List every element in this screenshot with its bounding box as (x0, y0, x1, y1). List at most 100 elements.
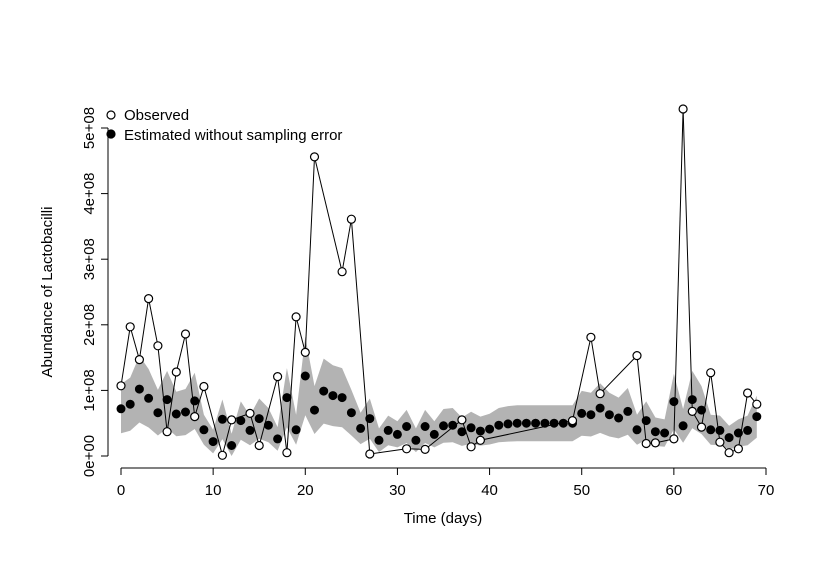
observed-line-segment (277, 376, 288, 453)
observed-point (595, 389, 605, 399)
estimated-point (475, 426, 485, 436)
observed-point (309, 152, 320, 162)
observed-point (586, 332, 596, 342)
observed-line-segment (673, 108, 684, 439)
x-tick-label: 70 (758, 482, 775, 499)
axes-layer: 0 10 20 30 40 50 60 70 0e+00 1e+08 2e+08 3e+08 4e+08… (81, 107, 774, 499)
estimated-point (439, 421, 448, 431)
observed-line-segment (737, 392, 749, 449)
observed-point (300, 347, 310, 357)
observed-line-segment (461, 419, 472, 447)
estimated-point (263, 420, 273, 430)
observed-point (715, 437, 725, 447)
observed-point (641, 438, 651, 449)
estimated-point (291, 425, 301, 435)
observed-line-segment (701, 372, 712, 428)
observed-line-layer (120, 108, 758, 456)
estimated-point (144, 393, 154, 403)
estimated-point (153, 408, 163, 418)
estimated-point (586, 410, 596, 420)
estimated-point (171, 409, 181, 419)
confidence-band-layer (121, 336, 757, 456)
observed-point (144, 294, 154, 304)
y-tick-label: 4e+08 (81, 173, 98, 215)
estimated-point (319, 386, 329, 396)
observed-point (365, 449, 375, 459)
legend-observed-marker (106, 110, 116, 120)
legend: Observed Estimated without sampling erro… (106, 107, 342, 144)
observed-line-segment (175, 333, 186, 373)
estimated-point (429, 429, 439, 439)
observed-point (245, 408, 255, 418)
observed-point (733, 444, 744, 454)
estimated-point (706, 425, 716, 435)
observed-point (650, 438, 661, 448)
observed-point (687, 406, 697, 416)
estimated-point (494, 420, 504, 430)
observed-point (125, 322, 135, 332)
legend-estimated-marker (106, 129, 116, 139)
observed-line-segment (249, 413, 260, 446)
estimated-point (383, 425, 393, 435)
x-tick-label: 0 (117, 482, 125, 499)
estimated-point (678, 421, 688, 431)
estimated-point (632, 425, 642, 435)
observed-point (171, 367, 181, 377)
observed-point (696, 422, 707, 432)
legend-observed-label: Observed (124, 107, 189, 124)
points-layer (116, 104, 762, 460)
estimated-point (531, 418, 541, 428)
observed-line-segment (286, 316, 297, 453)
y-tick-label: 5e+08 (81, 107, 98, 149)
estimated-point (365, 414, 375, 424)
observed-line-segment (369, 448, 407, 455)
estimated-point (457, 427, 467, 437)
estimated-point (503, 419, 513, 429)
observed-point (346, 214, 356, 224)
estimated-point (466, 423, 476, 433)
observed-point (227, 415, 237, 425)
x-tick-label: 50 (573, 482, 590, 499)
observed-point (180, 329, 191, 339)
estimated-point (245, 425, 255, 435)
estimated-point (752, 412, 762, 422)
estimated-point (190, 396, 200, 406)
estimated-point (715, 425, 725, 435)
observed-point (706, 368, 716, 378)
estimated-point (558, 418, 568, 428)
estimated-point (669, 397, 679, 407)
y-tick-label: 0e+00 (81, 435, 98, 477)
observed-point (282, 448, 292, 458)
estimated-point (549, 418, 559, 428)
observed-point (742, 388, 753, 398)
legend-estimated-label: Estimated without sampling error (124, 127, 342, 144)
estimated-point (300, 371, 310, 381)
y-tick-label: 3e+08 (81, 238, 98, 280)
estimated-point (448, 420, 458, 430)
estimated-point (273, 434, 283, 444)
estimated-point (650, 427, 660, 437)
y-tick-label: 2e+08 (81, 304, 98, 346)
observed-point (116, 381, 126, 391)
observed-line-segment (203, 386, 223, 456)
estimated-point (227, 441, 237, 450)
observed-line-segment (166, 371, 177, 432)
x-tick-label: 10 (205, 482, 222, 499)
x-tick-label: 60 (666, 482, 683, 499)
observed-line-segment (194, 386, 205, 417)
estimated-point (392, 429, 402, 439)
estimated-point (356, 423, 366, 433)
estimated-point (485, 424, 495, 434)
y-axis-label: Abundance of Lactobacilli (39, 207, 56, 378)
estimated-point (328, 391, 338, 401)
estimated-point (604, 410, 614, 420)
observed-point (669, 434, 679, 444)
observed-line-segment (129, 326, 140, 360)
observed-point (190, 412, 200, 422)
estimated-point (411, 435, 421, 445)
observed-point (153, 341, 163, 351)
observed-line-segment (350, 219, 371, 455)
estimated-point (402, 422, 412, 431)
estimated-point (116, 404, 126, 414)
estimated-point (540, 418, 550, 428)
